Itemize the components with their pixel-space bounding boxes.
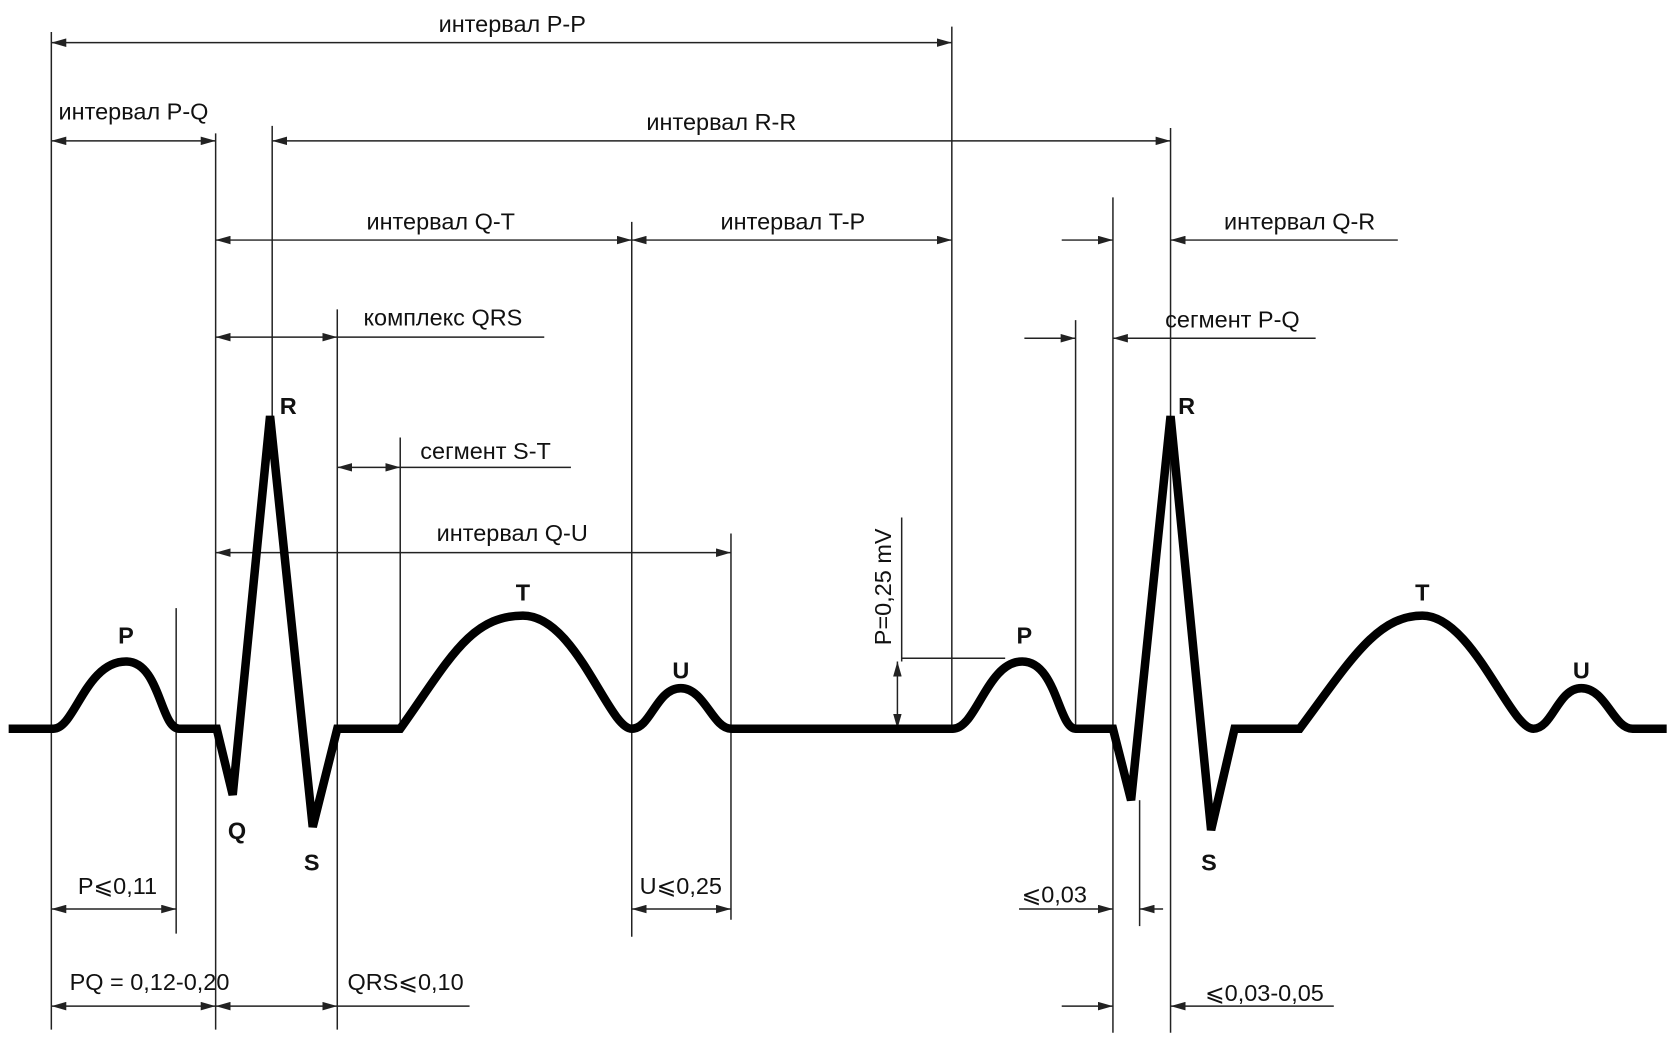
wave-label: R [1178, 393, 1195, 419]
label: интервал T-P [721, 208, 866, 234]
measurement: ⩽0,03-0,05 [1205, 980, 1324, 1006]
labels: интервал P-P интервал P-Q интервал R-R и… [59, 11, 1590, 1006]
label: интервал P-Q [59, 98, 209, 124]
wave-label: U [1573, 658, 1590, 684]
label: комплекс QRS [363, 304, 522, 330]
wave-label: P [118, 622, 134, 648]
measurement: QRS⩽0,10 [347, 969, 463, 995]
label: сегмент P-Q [1165, 307, 1300, 333]
wave-label: S [304, 850, 320, 876]
wave-label: T [516, 580, 531, 606]
arrows [51, 38, 1398, 1011]
measurement: P⩽0,11 [78, 873, 157, 899]
guide-lines [50, 26, 1172, 1033]
wave-label: U [672, 658, 689, 684]
label: P=0,25 mV [870, 528, 896, 645]
label: сегмент S-T [420, 438, 551, 464]
wave-label: S [1201, 850, 1217, 876]
measurement: ⩽0,03 [1022, 882, 1087, 908]
ecg-trace [8, 415, 1667, 832]
wave-label: T [1415, 580, 1430, 606]
label: интервал Q-U [437, 520, 588, 546]
wave-label: R [280, 393, 297, 419]
label: интервал Q-T [366, 208, 515, 234]
wave-label: P [1017, 622, 1033, 648]
measurement: PQ = 0,12-0,20 [70, 969, 230, 995]
measurement: U⩽0,25 [640, 873, 722, 899]
label: интервал P-P [439, 11, 586, 37]
wave-label: Q [228, 818, 246, 844]
label: интервал R-R [646, 109, 796, 135]
label: интервал Q-R [1224, 208, 1375, 234]
